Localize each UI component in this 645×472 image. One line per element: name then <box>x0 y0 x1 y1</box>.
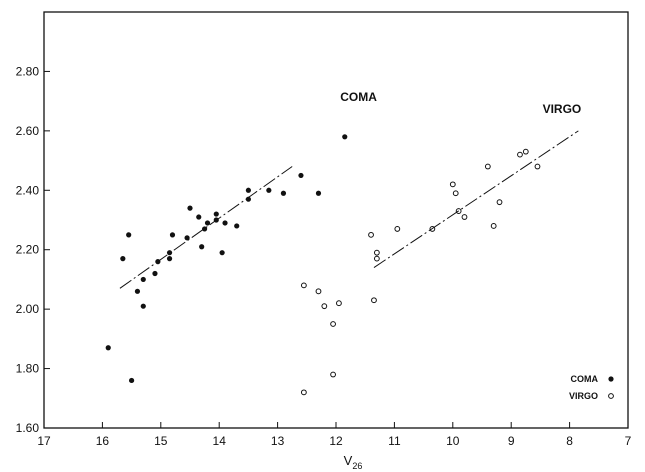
coma-point <box>187 205 193 211</box>
virgo-point <box>490 223 497 229</box>
coma-point <box>140 303 146 309</box>
coma-point <box>213 211 219 217</box>
coma-point <box>202 226 208 232</box>
plot-frame <box>43 11 629 429</box>
x-tick-label: 10 <box>446 434 460 448</box>
virgo-point <box>522 148 529 155</box>
legend-marker-virgo <box>608 393 614 399</box>
legend-label-coma: COMA <box>571 374 599 384</box>
virgo-point <box>517 151 523 158</box>
virgo-point <box>368 231 374 238</box>
y-tick-label: 2.00 <box>16 302 40 316</box>
x-tick-label: 17 <box>37 434 51 448</box>
coma-point <box>155 259 161 265</box>
virgo-point <box>394 226 401 232</box>
virgo-point <box>496 199 503 206</box>
x-tick-label: 13 <box>271 434 285 448</box>
coma-point <box>120 256 126 262</box>
y-tick-label: 2.60 <box>16 124 40 138</box>
coma-point <box>298 172 304 179</box>
virgo-point <box>300 389 307 396</box>
coma-point <box>245 187 251 193</box>
coma-point <box>105 345 111 351</box>
y-axis: 1.60 1.80 2.00 2.20 2.40 2.60 2.80 <box>16 64 50 435</box>
x-axis: 17 16 15 14 13 12 11 10 9 8 7 <box>37 422 632 448</box>
annotation-coma: COMA <box>340 90 377 104</box>
coma-point <box>134 288 141 294</box>
coma-point <box>219 250 225 256</box>
x-tick-label: 7 <box>625 434 632 448</box>
coma-point <box>169 232 176 238</box>
x-axis-label: V26 <box>344 453 363 471</box>
coma-point <box>196 214 202 220</box>
virgo-point <box>336 300 342 307</box>
virgo-point <box>373 249 380 256</box>
annotation-virgo: VIRGO <box>543 102 582 116</box>
y-tick-label: 2.20 <box>16 243 40 257</box>
x-axis-label-main: V <box>344 453 353 468</box>
coma-point <box>166 256 173 262</box>
coma-point <box>204 220 211 226</box>
coma-point <box>222 220 228 226</box>
x-tick-label: 8 <box>566 434 573 448</box>
coma-point <box>126 232 132 238</box>
x-tick-label: 15 <box>154 434 168 448</box>
coma-point <box>152 270 158 277</box>
x-tick-label: 14 <box>213 434 227 448</box>
virgo-point <box>461 214 468 220</box>
coma-point <box>342 134 348 140</box>
virgo-point <box>330 371 336 378</box>
coma-point <box>184 235 190 241</box>
coma-point <box>234 223 240 229</box>
virgo-point <box>330 321 336 327</box>
virgo-point <box>321 303 328 310</box>
virgo-point <box>449 181 456 188</box>
plot-border <box>43 11 629 429</box>
virgo-point <box>452 190 459 197</box>
x-tick-label: 12 <box>329 434 343 448</box>
virgo-point <box>371 297 377 304</box>
y-tick-label: 1.80 <box>16 362 40 376</box>
coma-point <box>266 187 272 193</box>
virgo-point <box>484 163 491 170</box>
virgo-point <box>429 226 436 232</box>
x-tick-label: 9 <box>508 434 515 448</box>
coma-point <box>199 244 205 250</box>
coma-point <box>280 190 287 196</box>
coma-point <box>245 196 251 202</box>
coma-point <box>166 250 173 256</box>
y-tick-label: 2.80 <box>16 64 40 78</box>
virgo-point <box>373 255 380 262</box>
virgo-point <box>534 163 541 170</box>
virgo-point <box>300 282 307 289</box>
fit-line-virgo <box>373 130 579 268</box>
y-tick-label: 2.40 <box>16 183 40 197</box>
virgo-point <box>455 208 462 214</box>
x-axis-label-subscript: 26 <box>352 461 362 471</box>
virgo-point <box>315 288 322 295</box>
y-tick-label: 1.60 <box>16 421 40 435</box>
coma-point <box>315 190 322 196</box>
data-points <box>105 134 541 396</box>
coma-point <box>140 276 146 283</box>
x-tick-label: 16 <box>96 434 110 448</box>
coma-point <box>129 377 135 384</box>
legend-marker-coma <box>608 376 614 382</box>
coma-point <box>213 217 219 223</box>
x-tick-label: 11 <box>388 434 401 448</box>
legend: COMA VIRGO <box>569 374 614 401</box>
legend-label-virgo: VIRGO <box>569 391 598 401</box>
